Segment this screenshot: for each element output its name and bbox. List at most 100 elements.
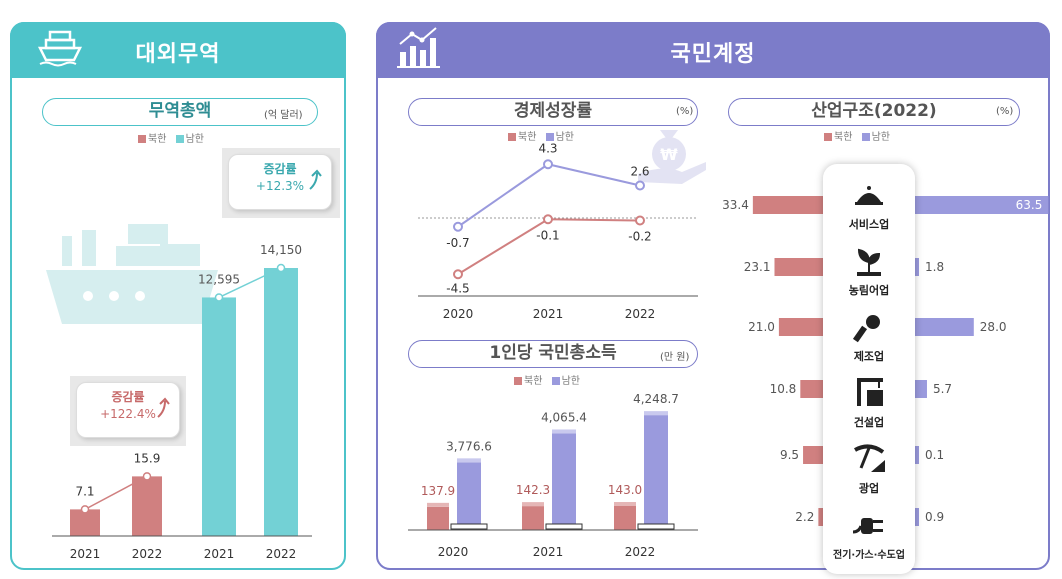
industry-value-label-north: 2.2 [795, 510, 814, 524]
industry-label-manufacturing: 제조업 [853, 350, 885, 363]
south-callout-label: 증감률 [263, 162, 297, 176]
trade-tick-label: 2021 [204, 547, 235, 561]
national-accounts-panel: 국민계정 경제성장률 (%) 북한 남한 ₩ 1인당 국민총소득 (만 원) 북… [376, 22, 1050, 574]
growth-point-south [453, 221, 463, 232]
north-callout-label: 증감률 [111, 390, 145, 404]
trade-line-south [218, 267, 282, 299]
growth-tick-label: 2021 [533, 307, 564, 321]
legend-north: 북한 [524, 376, 543, 387]
trade-bar-north [132, 476, 162, 536]
gni-bar-north [522, 506, 544, 530]
industry-value-label-south: 63.5 [1016, 198, 1043, 212]
industry-label-service: 서비스업 [848, 218, 890, 231]
trade-point-south [276, 263, 286, 273]
industry-bar-north [800, 380, 823, 398]
industry-value-label-north: 21.0 [748, 320, 775, 334]
growth-chart-icon [397, 27, 440, 68]
ship-icon [37, 30, 83, 67]
growth-point-north [635, 215, 645, 226]
industry-bar-south [915, 380, 927, 398]
trade-panel-title: 대외무역 [135, 42, 221, 67]
trade-value-label-north: 15.9 [134, 451, 161, 465]
industry-category-box: 서비스업 농림어업 제조업 건설업 광업 전기·가스·수도업 [823, 164, 915, 574]
pickaxe-icon [854, 444, 885, 472]
gni-axis-break [637, 523, 675, 530]
trade-point-north [142, 472, 152, 481]
growth-legend: 북한 남한 [502, 128, 574, 143]
industry-value-label-south: 0.1 [925, 448, 944, 462]
gni-unit: (만 원) [660, 352, 690, 363]
industry-bar-south [915, 446, 919, 464]
trade-tick-label: 2022 [132, 547, 163, 561]
crane-icon [857, 378, 883, 406]
industry-bar-north [818, 508, 823, 526]
trade-subtitle: 무역총액 [42, 98, 318, 126]
gni-value-label-north: 143.0 [608, 483, 642, 497]
trade-line-north [84, 475, 148, 511]
sprout-icon [857, 248, 881, 276]
north-callout-value: +122.4% [100, 407, 156, 421]
gni-legend: 북한 남한 [508, 372, 580, 387]
trade-point-south [214, 293, 224, 302]
trade-panel-header: 대외무역 [10, 22, 346, 78]
north-callout: 증감률 +122.4% [76, 382, 180, 438]
gni-bar-south [644, 415, 668, 530]
growth-value-label: -0.7 [446, 236, 469, 250]
legend-swatch-south [545, 133, 554, 141]
service-icon [855, 186, 883, 205]
gni-bar-north [427, 506, 449, 530]
industry-value-label-south: 5.7 [933, 382, 952, 396]
up-arrow-icon [309, 169, 322, 190]
national-accounts-title: 국민계정 [670, 42, 756, 67]
plug-icon [852, 518, 883, 534]
trade-point-north [80, 505, 90, 514]
svg-text:₩: ₩ [660, 145, 678, 164]
growth-value-label: 2.6 [630, 165, 649, 179]
legend-swatch-south [175, 135, 184, 143]
industry-bar-north [774, 258, 823, 276]
legend-swatch-north [138, 135, 146, 143]
gni-tick-label: 2022 [625, 545, 656, 559]
growth-value-label: -0.1 [536, 228, 559, 242]
trade-value-label-north: 7.1 [75, 484, 94, 498]
trade-panel: 대외무역 무역총액 (억 달러) 북한 남한 증감률 +122.4% 증감률 +… [10, 22, 346, 570]
growth-tick-label: 2022 [625, 307, 656, 321]
legend-south: 남한 [561, 376, 580, 387]
legend-swatch-north [514, 377, 522, 385]
gni-bar-south-top [457, 458, 481, 463]
industry-bar-north [752, 196, 823, 214]
gni-axis-break [545, 523, 583, 530]
gni-value-label-south: 4,065.4 [541, 410, 587, 424]
trade-value-label-south: 14,150 [260, 243, 302, 257]
industry-value-label-south: 1.8 [925, 260, 944, 274]
growth-point-south [543, 159, 553, 170]
industry-label-utilities: 전기·가스·수도업 [833, 550, 905, 561]
money-bag-icon: ₩ [638, 130, 706, 184]
gni-bar-south [552, 433, 576, 530]
industry-value-label-north: 9.5 [780, 448, 799, 462]
gni-tick-label: 2021 [533, 545, 564, 559]
legend-south: 남한 [871, 132, 890, 143]
gni-bar-north-top [427, 502, 449, 507]
legend-swatch-north [824, 133, 832, 141]
legend-south: 남한 [555, 132, 574, 143]
gni-bar-south-top [644, 411, 668, 416]
gni-axis-break [450, 523, 488, 530]
growth-point-south [635, 180, 645, 191]
legend-north: 북한 [518, 132, 537, 143]
growth-value-label: -4.5 [446, 281, 469, 295]
industry-bar-south [915, 508, 919, 526]
growth-value-label: 4.3 [538, 141, 557, 155]
legend-south: 남한 [185, 134, 204, 145]
industry-label-mining: 광업 [858, 482, 880, 495]
trade-bar-south [202, 297, 236, 536]
gni-bar-south-top [552, 429, 576, 434]
national-accounts-charts: -4.5 -0.1 -0.2 -0.7 4.3 2.6 2020 2021 2022 137.9 3… [408, 141, 1049, 559]
industry-bar-south [915, 318, 974, 336]
growth-point-north [453, 269, 463, 280]
industry-subtitle: 산업구조(2022) [728, 98, 1020, 126]
trade-bar-north [70, 509, 100, 536]
up-arrow-icon [157, 397, 170, 418]
gni-bar-south [457, 462, 481, 530]
growth-unit: (%) [676, 106, 694, 117]
